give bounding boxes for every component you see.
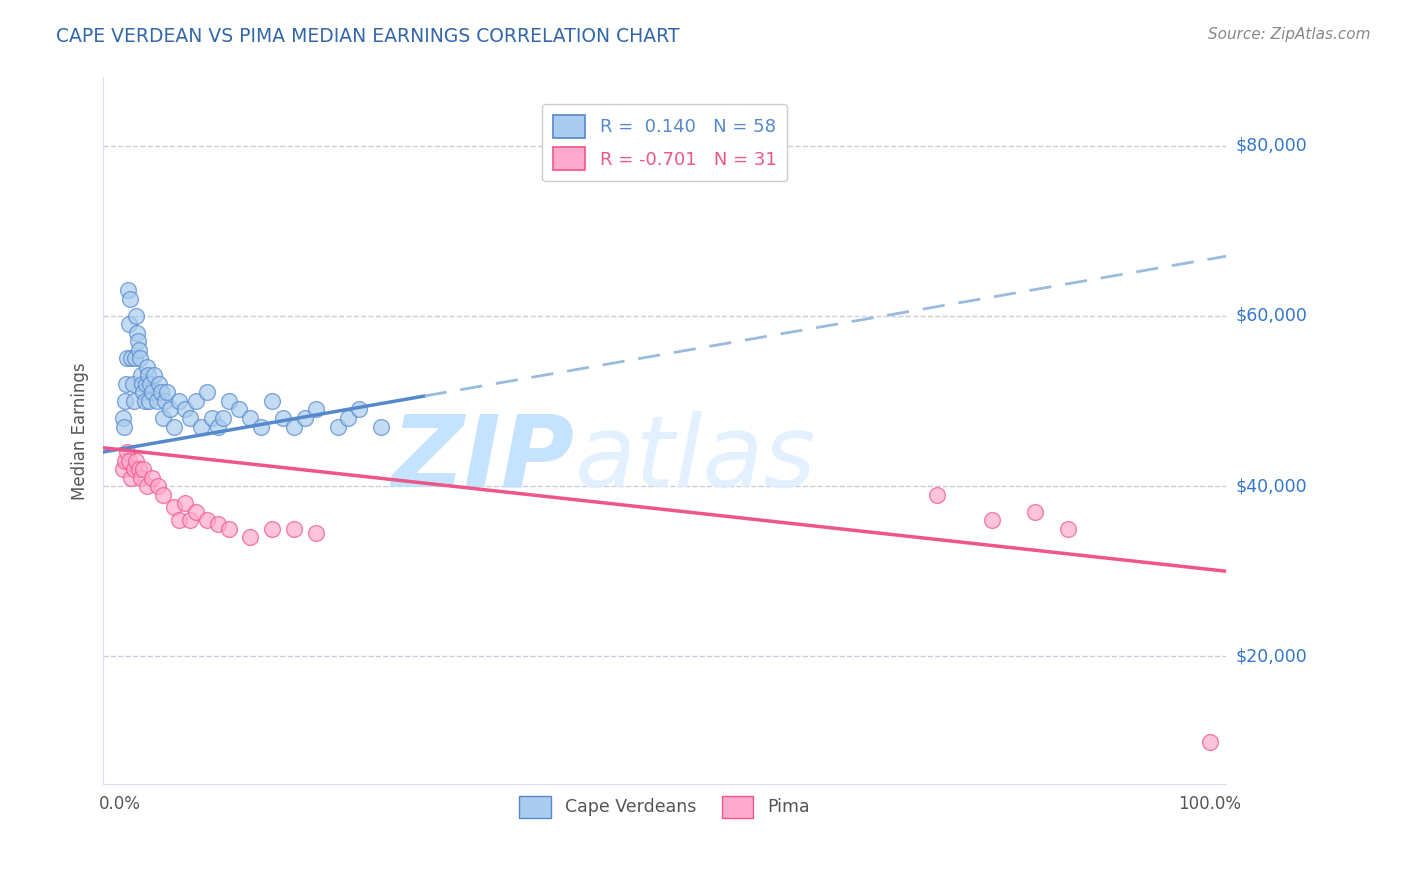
- Point: [218, 394, 240, 409]
- Point: [111, 411, 134, 425]
- Point: [131, 376, 153, 391]
- Point: [159, 402, 181, 417]
- Point: [174, 496, 197, 510]
- Point: [114, 394, 136, 409]
- Point: [118, 453, 141, 467]
- Point: [115, 351, 138, 366]
- Point: [1057, 522, 1080, 536]
- Point: [156, 385, 179, 400]
- Point: [128, 462, 150, 476]
- Point: [120, 292, 142, 306]
- Point: [138, 394, 160, 409]
- Point: [132, 462, 155, 476]
- Point: [118, 318, 141, 332]
- Point: [228, 402, 250, 417]
- Text: $80,000: $80,000: [1234, 136, 1306, 154]
- Point: [136, 368, 159, 383]
- Point: [132, 385, 155, 400]
- Point: [184, 394, 207, 409]
- Point: [122, 462, 145, 476]
- Point: [163, 500, 186, 515]
- Point: [145, 394, 167, 409]
- Point: [179, 411, 201, 425]
- Text: Source: ZipAtlas.com: Source: ZipAtlas.com: [1208, 27, 1371, 42]
- Point: [152, 488, 174, 502]
- Point: [148, 376, 170, 391]
- Point: [271, 411, 294, 425]
- Point: [125, 326, 148, 340]
- Point: [139, 376, 162, 391]
- Point: [326, 419, 349, 434]
- Point: [927, 488, 949, 502]
- Text: ZIP: ZIP: [392, 410, 575, 508]
- Point: [134, 394, 156, 409]
- Point: [239, 411, 262, 425]
- Point: [129, 470, 152, 484]
- Point: [149, 385, 172, 400]
- Text: atlas: atlas: [575, 410, 817, 508]
- Point: [283, 419, 305, 434]
- Point: [135, 359, 157, 374]
- Point: [115, 376, 138, 391]
- Point: [239, 530, 262, 544]
- Point: [155, 394, 177, 409]
- Point: [128, 343, 150, 357]
- Point: [250, 419, 273, 434]
- Point: [111, 462, 134, 476]
- Point: [122, 394, 145, 409]
- Point: [143, 368, 166, 383]
- Point: [184, 505, 207, 519]
- Point: [195, 513, 218, 527]
- Point: [121, 376, 143, 391]
- Point: [112, 419, 135, 434]
- Point: [174, 402, 197, 417]
- Point: [262, 394, 284, 409]
- Text: $60,000: $60,000: [1234, 307, 1308, 325]
- Point: [190, 419, 212, 434]
- Point: [207, 419, 229, 434]
- Point: [117, 283, 139, 297]
- Point: [305, 402, 328, 417]
- Point: [163, 419, 186, 434]
- Point: [129, 368, 152, 383]
- Point: [218, 522, 240, 536]
- Point: [114, 453, 136, 467]
- Point: [115, 445, 138, 459]
- Point: [201, 411, 224, 425]
- Point: [179, 513, 201, 527]
- Text: $40,000: $40,000: [1234, 477, 1306, 495]
- Point: [125, 453, 148, 467]
- Point: [124, 351, 146, 366]
- Point: [207, 517, 229, 532]
- Text: $20,000: $20,000: [1234, 648, 1306, 665]
- Point: [135, 376, 157, 391]
- Point: [212, 411, 235, 425]
- Point: [169, 394, 191, 409]
- Point: [152, 411, 174, 425]
- Point: [283, 522, 305, 536]
- Point: [980, 513, 1002, 527]
- Legend: Cape Verdeans, Pima: Cape Verdeans, Pima: [512, 789, 817, 825]
- Point: [349, 402, 371, 417]
- Point: [121, 470, 143, 484]
- Point: [370, 419, 392, 434]
- Point: [1198, 734, 1220, 748]
- Point: [129, 351, 152, 366]
- Point: [195, 385, 218, 400]
- Point: [1024, 505, 1046, 519]
- Point: [141, 470, 163, 484]
- Y-axis label: Median Earnings: Median Earnings: [72, 362, 89, 500]
- Point: [121, 351, 143, 366]
- Point: [337, 411, 360, 425]
- Point: [146, 479, 169, 493]
- Point: [127, 334, 149, 349]
- Point: [294, 411, 316, 425]
- Text: CAPE VERDEAN VS PIMA MEDIAN EARNINGS CORRELATION CHART: CAPE VERDEAN VS PIMA MEDIAN EARNINGS COR…: [56, 27, 679, 45]
- Point: [125, 309, 148, 323]
- Point: [135, 479, 157, 493]
- Point: [169, 513, 191, 527]
- Point: [262, 522, 284, 536]
- Point: [305, 525, 328, 540]
- Point: [141, 385, 163, 400]
